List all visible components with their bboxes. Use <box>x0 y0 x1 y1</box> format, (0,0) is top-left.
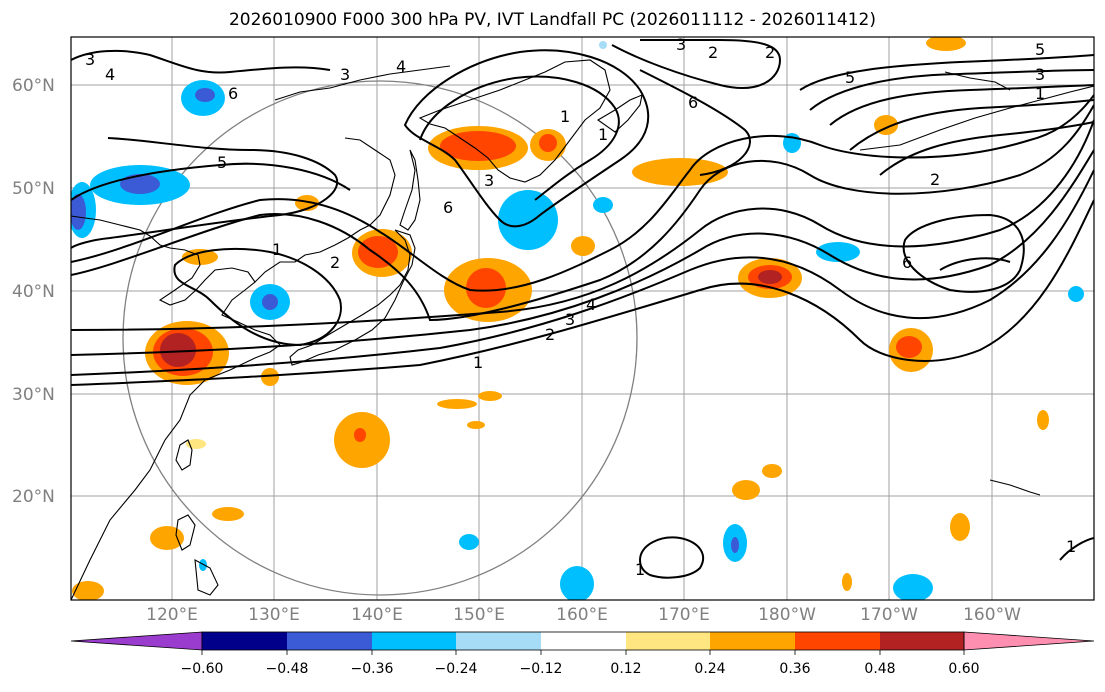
contour-label: 1 <box>598 125 608 144</box>
contour-label: 5 <box>217 153 227 172</box>
contour-label: 6 <box>688 93 698 112</box>
colorbar-swatch <box>287 632 372 650</box>
lon-label: 140°E <box>351 605 403 625</box>
contour-label: 2 <box>708 43 718 62</box>
lon-label: 160°E <box>556 605 608 625</box>
colorbar-tick-label: −0.12 <box>519 661 563 677</box>
colorbar-tick-label: −0.60 <box>180 661 224 677</box>
contour-label: 3 <box>676 35 686 54</box>
lon-label: 120°E <box>146 605 198 625</box>
colorbar-tick-label: −0.48 <box>265 661 309 677</box>
contour-label: 3 <box>340 65 350 84</box>
colorbar-swatch <box>456 632 541 650</box>
lon-label: 130°E <box>248 605 300 625</box>
pv-contours <box>71 39 1094 579</box>
radius-circle <box>122 80 638 596</box>
contour-label: 2 <box>930 170 940 189</box>
contour-label: 3 <box>484 171 494 190</box>
contour-label: 6 <box>228 84 238 103</box>
coastlines <box>71 59 1094 600</box>
anomaly-fills <box>71 37 1084 600</box>
lat-label: 50°N <box>12 179 55 199</box>
colorbar-min-extend <box>70 631 203 651</box>
contour-label: 2 <box>765 43 775 62</box>
lon-label: 170°W <box>860 605 918 625</box>
lat-label: 30°N <box>12 385 55 405</box>
colorbar-swatch <box>795 632 880 650</box>
contour-label: 2 <box>330 253 340 272</box>
contour-label: 1 <box>1066 537 1076 556</box>
contour-label: 4 <box>105 65 115 84</box>
lat-label: 40°N <box>12 282 55 302</box>
contour-labels: 4 3 3 4 2 3 6 6 5 3 1 1 2 6 5 5 2 3 1 1 … <box>85 35 1076 579</box>
contour-label: 1 <box>272 240 282 259</box>
colorbar-swatch <box>880 632 964 650</box>
colorbar-swatch <box>202 632 287 650</box>
colorbar-swatch <box>541 632 626 650</box>
colorbar <box>70 631 1095 655</box>
contour-label: 3 <box>565 310 575 329</box>
contour-label: 1 <box>473 353 483 372</box>
contour-label: 5 <box>845 68 855 87</box>
lon-label: 150°E <box>453 605 505 625</box>
lon-label: 160°W <box>963 605 1021 625</box>
contour-label: 5 <box>1035 40 1045 59</box>
contour-label: 3 <box>1035 65 1045 84</box>
contour-label: 6 <box>902 253 912 272</box>
contour-label: 4 <box>396 57 406 76</box>
lat-label: 20°N <box>12 487 55 507</box>
colorbar-swatch <box>710 632 795 650</box>
contour-label: 2 <box>545 325 555 344</box>
map-border <box>70 36 1095 601</box>
colorbar-swatch <box>372 632 456 650</box>
colorbar-tick-label: 0.60 <box>948 661 980 677</box>
contour-label: 1 <box>1035 84 1045 103</box>
contour-label: 4 <box>586 295 596 314</box>
colorbar-tick-label: 0.24 <box>694 661 726 677</box>
lon-label: 170°E <box>658 605 710 625</box>
colorbar-max-extend <box>963 631 1095 651</box>
colorbar-tick-label: −0.24 <box>434 661 478 677</box>
chart-title: 2026010900 F000 300 hPa PV, IVT Landfall… <box>228 10 876 30</box>
colorbar-tick-label: 0.48 <box>864 661 896 677</box>
lat-label: 60°N <box>12 76 55 96</box>
contour-label: 3 <box>85 50 95 69</box>
contour-label: 1 <box>560 107 570 126</box>
contour-label: 6 <box>443 198 453 217</box>
colorbar-tick-label: −0.36 <box>350 661 394 677</box>
contour-label: 1 <box>635 560 645 579</box>
colorbar-tick-label: 0.12 <box>610 661 642 677</box>
colorbar-swatch <box>626 632 710 650</box>
colorbar-tick-label: 0.36 <box>779 661 811 677</box>
lon-label: 180°W <box>758 605 816 625</box>
